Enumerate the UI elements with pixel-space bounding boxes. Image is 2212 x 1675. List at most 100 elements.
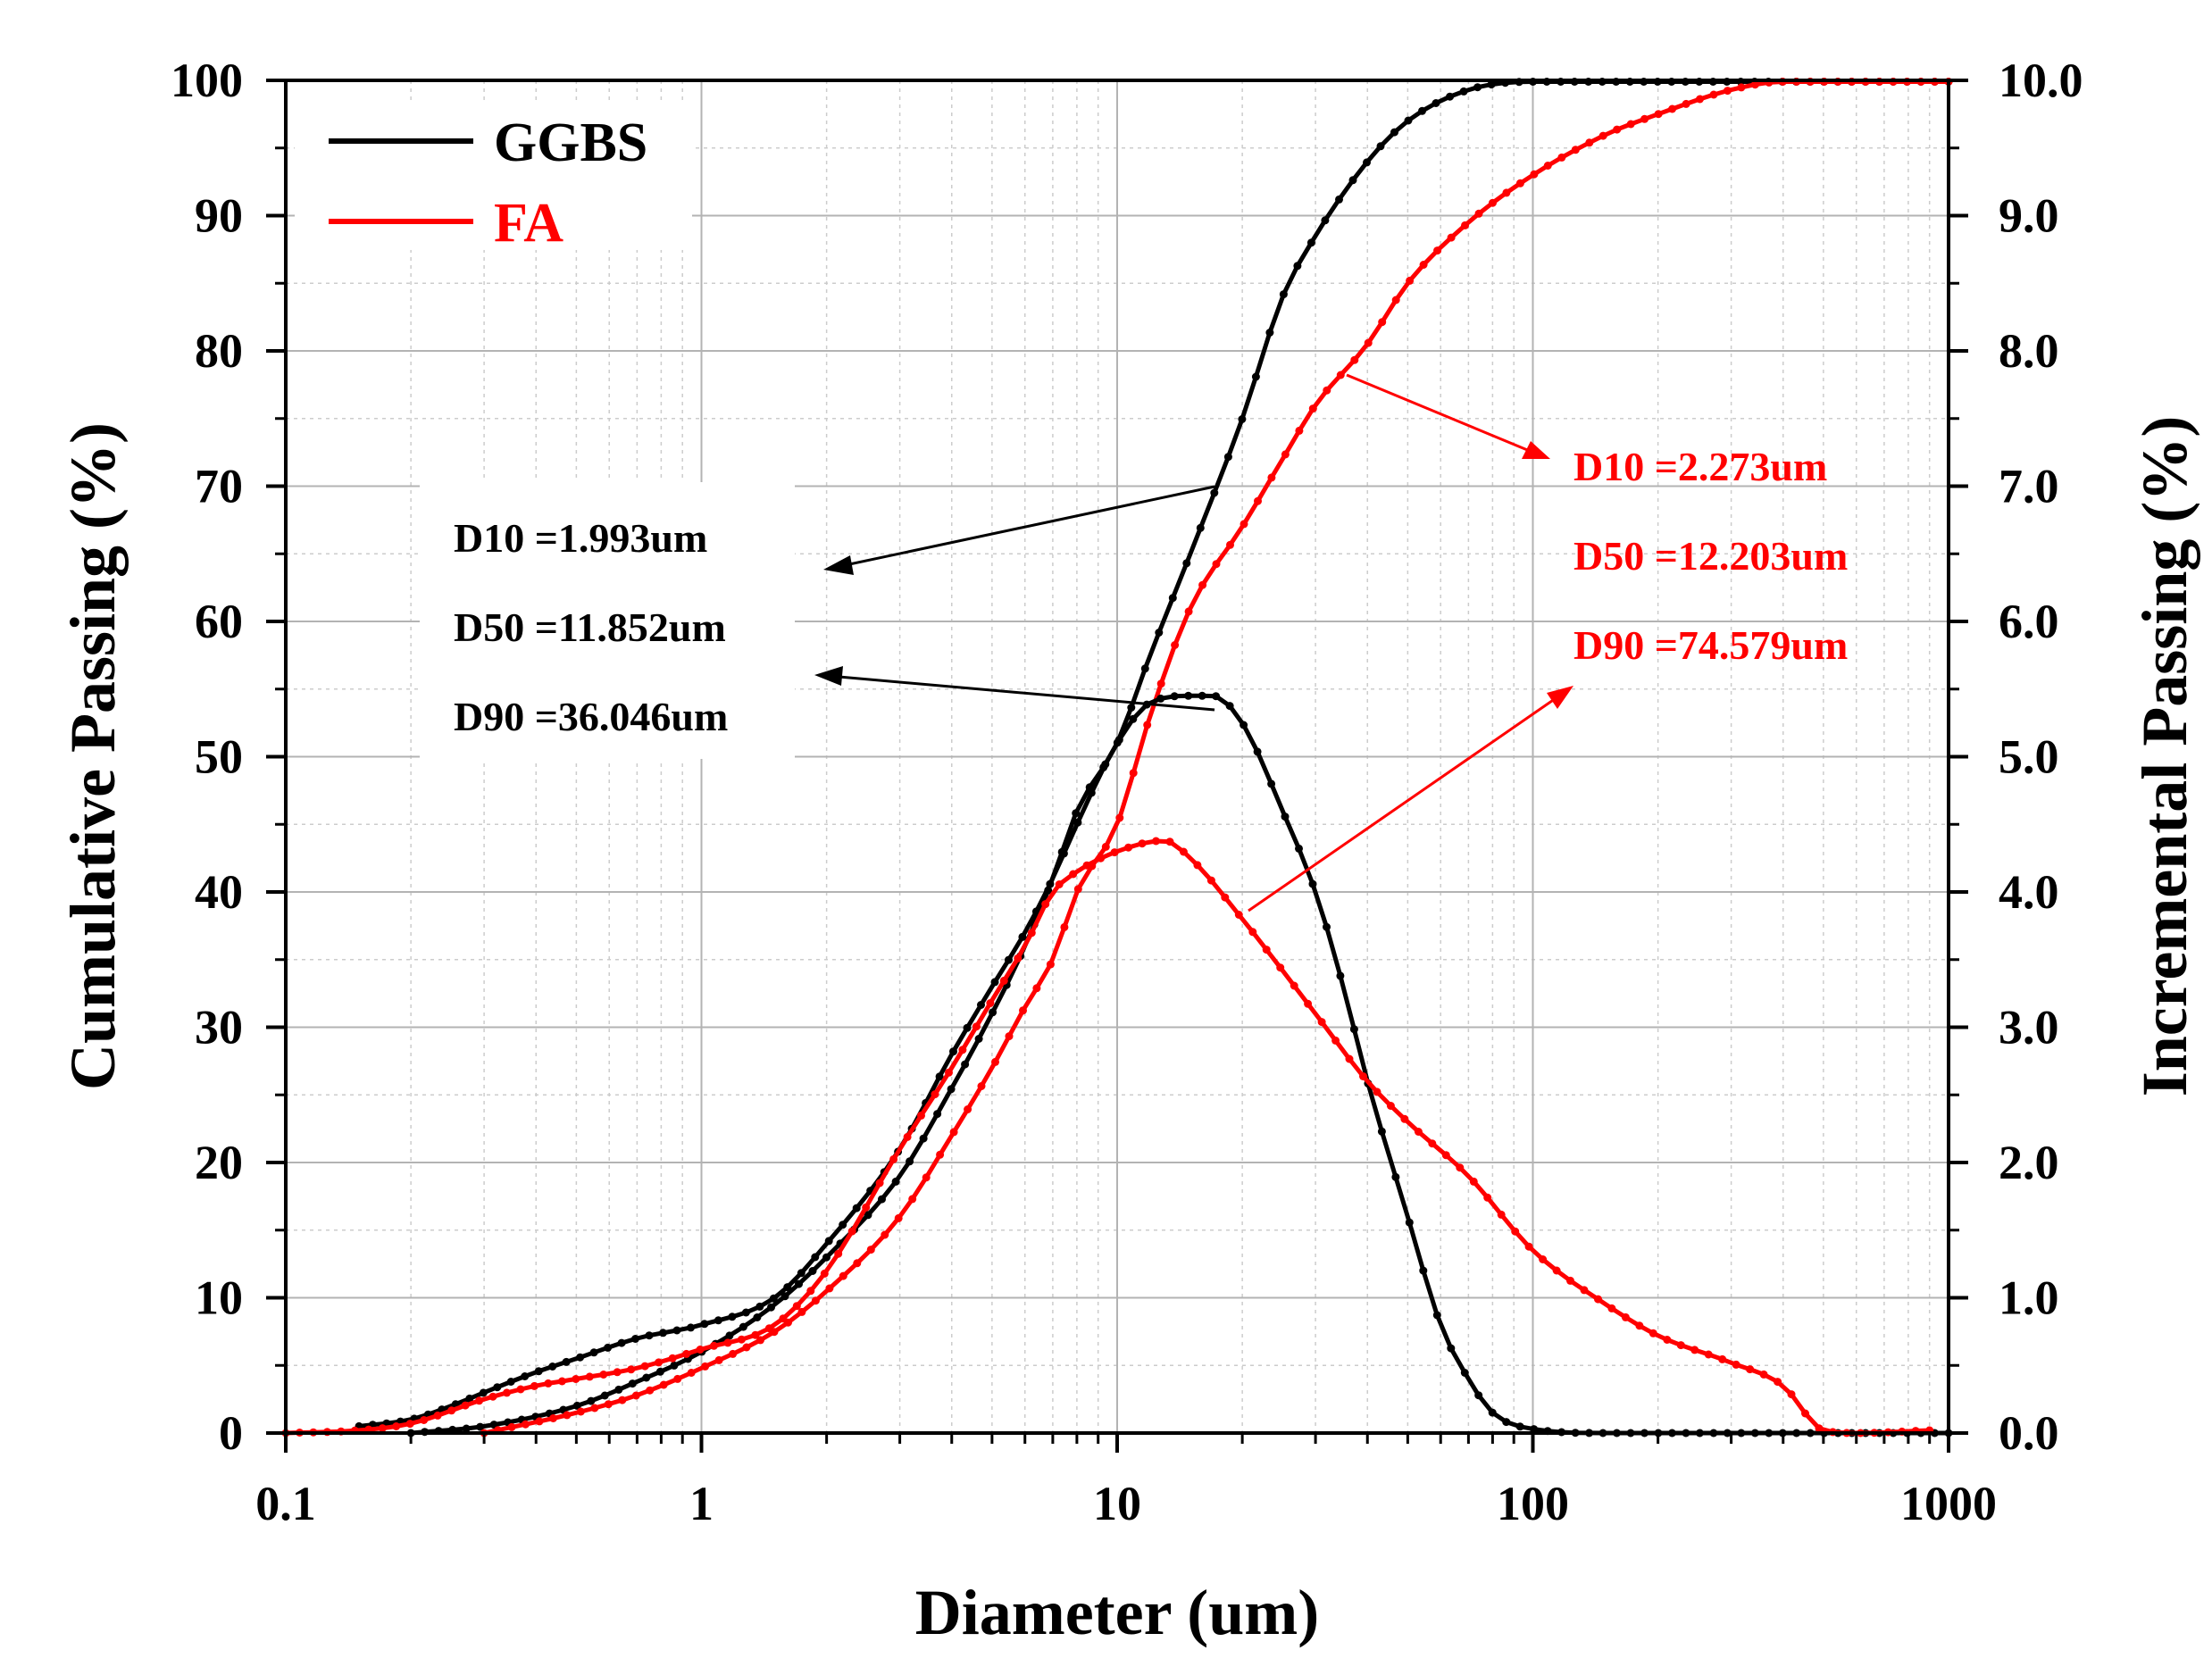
data-point (576, 1353, 585, 1362)
data-point (1140, 664, 1149, 673)
data-point (1654, 110, 1663, 119)
x-tick-label: 1 (689, 1477, 714, 1530)
legend-label-ggbs: GGBS (494, 112, 647, 173)
fa-d10-annotation: D10 =2.273um (1573, 444, 1827, 489)
data-point (839, 1221, 847, 1229)
data-point (1262, 946, 1271, 954)
data-point (779, 1314, 788, 1323)
data-point (741, 1308, 750, 1317)
data-point (1005, 955, 1013, 964)
y2-axis-title: Incremental Passing (%) (2129, 416, 2200, 1097)
data-point (972, 1022, 981, 1031)
data-point (1198, 580, 1207, 589)
data-point (1364, 338, 1373, 347)
data-point (682, 1349, 691, 1358)
data-point (1594, 1295, 1602, 1304)
data-point (714, 1316, 722, 1325)
ggbs-d90-annotation: D90 =36.046um (454, 694, 728, 739)
data-point (1566, 1276, 1574, 1285)
data-point (1336, 371, 1345, 379)
data-point (1152, 837, 1160, 846)
data-point (1585, 138, 1594, 147)
y2-tick-label: 2.0 (1999, 1136, 2059, 1189)
data-point (1031, 907, 1040, 916)
data-point (839, 1271, 847, 1280)
data-point (1737, 83, 1746, 92)
fa-arrow-lower (1248, 693, 1562, 912)
data-point (1348, 176, 1357, 185)
data-point (894, 1213, 903, 1222)
data-point (1182, 559, 1191, 568)
data-point (797, 1307, 806, 1316)
data-point (780, 1292, 789, 1301)
legend-label-fa: FA (494, 193, 563, 254)
data-point (1696, 95, 1704, 104)
y-tick-label: 50 (195, 730, 243, 784)
y-tick-label: 80 (195, 324, 243, 378)
data-point (866, 1246, 875, 1254)
data-point (590, 1404, 599, 1412)
data-point (1155, 629, 1164, 637)
data-point (530, 1381, 538, 1390)
data-point (507, 1422, 516, 1431)
data-point (737, 1335, 746, 1344)
data-point (1165, 838, 1174, 846)
data-point (947, 1085, 956, 1094)
y2-tick-label: 6.0 (1999, 595, 2059, 648)
data-point (1295, 426, 1304, 435)
data-point (1290, 981, 1298, 990)
data-point (1304, 999, 1313, 1008)
data-point (447, 1406, 456, 1415)
data-point (1446, 92, 1455, 101)
ggbs-arrow-upper (836, 485, 1215, 569)
data-point (825, 1284, 834, 1293)
data-point (378, 1424, 387, 1433)
data-point (557, 1377, 566, 1386)
data-point (1663, 1336, 1672, 1344)
data-point (1432, 99, 1440, 107)
data-point (1032, 984, 1041, 993)
data-point (599, 1371, 608, 1379)
data-point (756, 1336, 764, 1345)
data-point (617, 1338, 626, 1347)
data-point (1019, 1006, 1027, 1015)
data-point (1759, 1370, 1768, 1379)
data-point (1515, 179, 1524, 188)
data-point (723, 1338, 732, 1347)
data-point (1267, 473, 1276, 482)
data-point (1432, 1311, 1441, 1320)
data-point (1281, 450, 1290, 459)
data-point (1267, 779, 1276, 788)
data-point (1404, 116, 1413, 125)
data-point (783, 1283, 792, 1292)
data-point (1253, 747, 1262, 756)
ggbs-arrow-lower (828, 674, 1215, 712)
data-point (1746, 1365, 1755, 1374)
data-point (1718, 1354, 1727, 1363)
data-point (964, 1105, 972, 1113)
data-point (1539, 1255, 1548, 1263)
data-point (476, 1422, 485, 1431)
data-point (935, 1072, 944, 1081)
data-point (503, 1388, 511, 1397)
data-point (1349, 1025, 1358, 1034)
data-point (1308, 404, 1317, 413)
data-point (1474, 1391, 1483, 1400)
data-point (1101, 842, 1110, 851)
data-point (1046, 960, 1055, 969)
data-point (1206, 876, 1215, 885)
data-point (1115, 813, 1124, 822)
data-point (1377, 1127, 1386, 1136)
data-point (1124, 843, 1133, 852)
data-point (506, 1378, 515, 1386)
data-point (1350, 355, 1359, 364)
data-point (461, 1401, 470, 1410)
data-point (1073, 885, 1082, 894)
data-point (999, 976, 1008, 985)
y-tick-label: 0 (219, 1406, 243, 1460)
data-point (1055, 880, 1064, 888)
data-point (1069, 870, 1078, 879)
data-point (1378, 318, 1387, 327)
data-point (991, 1057, 999, 1066)
